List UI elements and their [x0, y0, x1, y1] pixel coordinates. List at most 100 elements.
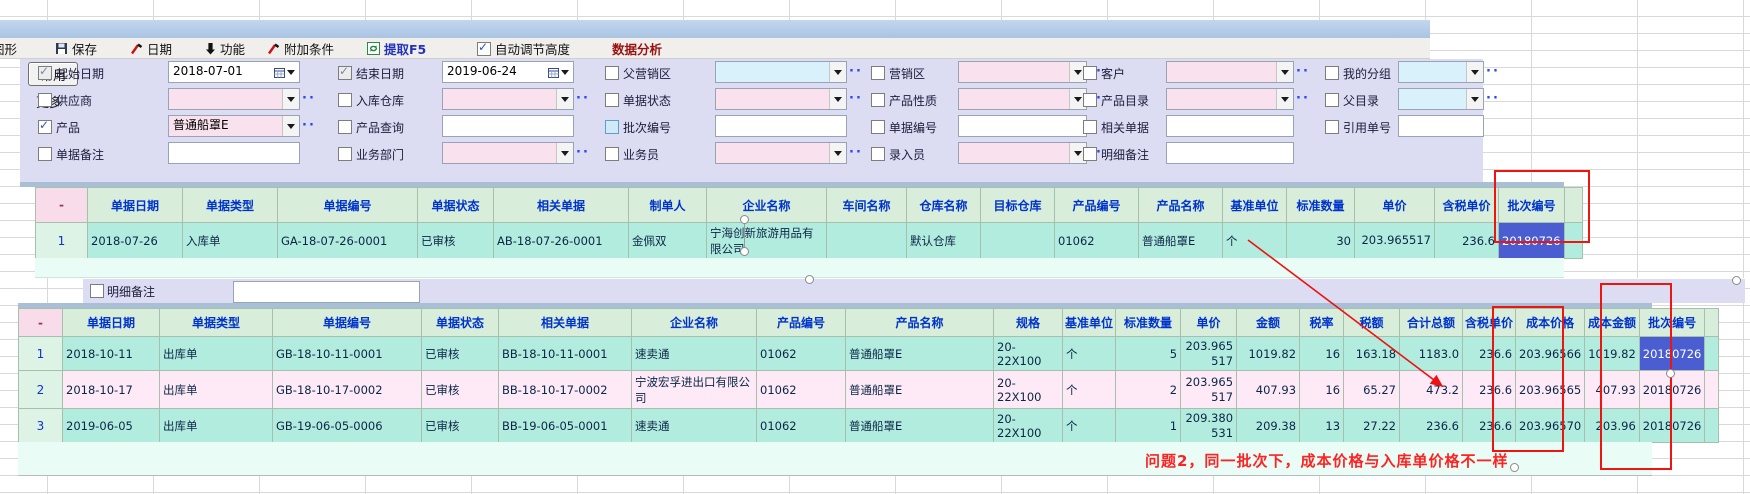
- table-cell[interactable]: 01062: [756, 370, 846, 409]
- table-cell[interactable]: 407.93: [1236, 370, 1301, 409]
- browse-dots-button[interactable]: ··: [576, 91, 590, 106]
- table-cell[interactable]: 209.38: [1236, 408, 1301, 443]
- table-cell[interactable]: 1019.82: [1584, 336, 1640, 371]
- text-input-field[interactable]: [1166, 115, 1294, 137]
- table-cell[interactable]: 2018-10-11: [62, 336, 160, 371]
- table-cell[interactable]: 20180726: [1638, 408, 1706, 443]
- dropdown-arrow-button[interactable]: [829, 143, 846, 163]
- table-cell[interactable]: 16: [1299, 370, 1345, 409]
- table-cell[interactable]: 出库单: [159, 408, 273, 443]
- filter-checkbox[interactable]: [38, 147, 52, 161]
- filter-checkbox[interactable]: [871, 120, 885, 134]
- date-picker-field[interactable]: 2019-06-24: [442, 61, 574, 83]
- text-input-field[interactable]: [1398, 115, 1484, 137]
- calendar-dropdown-button[interactable]: [269, 62, 299, 82]
- table-cell[interactable]: 20-22X100: [993, 336, 1063, 371]
- dropdown-arrow-button[interactable]: [1466, 62, 1483, 82]
- table-cell[interactable]: 20-22X100: [993, 370, 1063, 409]
- table-cell[interactable]: 5: [1115, 336, 1182, 371]
- table-cell[interactable]: 407.93: [1584, 370, 1640, 409]
- table-cell[interactable]: 已审核: [417, 222, 494, 259]
- selection-handle[interactable]: [740, 215, 749, 224]
- filter-checkbox[interactable]: [1083, 147, 1097, 161]
- column-header[interactable]: 成本价格: [1515, 308, 1586, 337]
- dropdown-arrow-button[interactable]: [1069, 62, 1086, 82]
- column-header[interactable]: 单据编号: [272, 308, 422, 337]
- column-header[interactable]: 产品名称: [1138, 187, 1223, 223]
- column-header[interactable]: 批次编号: [1638, 308, 1706, 337]
- table-cell[interactable]: 27.22: [1343, 408, 1401, 443]
- column-header[interactable]: 单据日期: [62, 308, 160, 337]
- table-cell[interactable]: 236.6: [1434, 222, 1499, 259]
- table-cell[interactable]: 普通船罩E: [1138, 222, 1223, 259]
- table-cell[interactable]: 已审核: [421, 408, 499, 443]
- selection-handle[interactable]: [740, 247, 749, 256]
- table-cell[interactable]: GA-18-07-26-0001: [277, 222, 418, 259]
- table-cell[interactable]: 普通船罩E: [845, 408, 994, 443]
- filter-checkbox[interactable]: [1325, 120, 1339, 134]
- filter-checkbox[interactable]: [605, 120, 619, 134]
- dropdown-arrow-button[interactable]: [1069, 89, 1086, 109]
- filter-checkbox[interactable]: [1083, 93, 1097, 107]
- filter-checkbox[interactable]: [1325, 66, 1339, 80]
- browse-dots-button[interactable]: ··: [576, 145, 590, 160]
- browse-dots-button[interactable]: ··: [849, 64, 863, 79]
- table-cell[interactable]: 出库单: [159, 370, 273, 409]
- dropdown-arrow-button[interactable]: [1466, 89, 1483, 109]
- table-cell[interactable]: 个: [1061, 336, 1117, 371]
- table-cell[interactable]: 个: [1222, 222, 1287, 259]
- text-input-field[interactable]: [958, 115, 1087, 137]
- filter-checkbox[interactable]: [38, 118, 52, 134]
- table-cell[interactable]: 1183.0: [1399, 336, 1464, 371]
- column-header[interactable]: 相关单据: [498, 308, 632, 337]
- table-cell[interactable]: GB-19-06-05-0006: [272, 408, 422, 443]
- dropdown-arrow-button[interactable]: [282, 116, 299, 136]
- row-number-cell[interactable]: 1: [18, 336, 63, 371]
- browse-dots-button[interactable]: ··: [849, 91, 863, 106]
- text-input-field[interactable]: [442, 115, 574, 137]
- save-button[interactable]: 保存: [55, 38, 97, 59]
- column-header[interactable]: 合计总额: [1399, 308, 1464, 337]
- table-cell[interactable]: BB-19-06-05-0001: [498, 408, 632, 443]
- table-cell[interactable]: 16: [1299, 336, 1345, 371]
- table-cell[interactable]: 速卖通: [631, 336, 757, 371]
- filter-checkbox[interactable]: [38, 64, 52, 80]
- row-number-cell[interactable]: 1: [35, 222, 88, 259]
- filter-checkbox[interactable]: [1083, 66, 1097, 80]
- table-cell[interactable]: 1: [1115, 408, 1182, 443]
- column-header[interactable]: 含税单价: [1434, 187, 1499, 223]
- function-button[interactable]: 功能: [205, 38, 245, 59]
- table-cell[interactable]: 01062: [756, 408, 846, 443]
- column-header[interactable]: 仓库名称: [906, 187, 981, 223]
- table-cell[interactable]: 203.965517: [1180, 370, 1238, 409]
- column-header[interactable]: 基准单位: [1222, 187, 1287, 223]
- dropdown-field[interactable]: [958, 142, 1087, 164]
- browse-dots-button[interactable]: ··: [1486, 64, 1500, 79]
- column-header[interactable]: [1704, 308, 1720, 337]
- column-header[interactable]: 单据编号: [277, 187, 418, 223]
- table-cell[interactable]: 已审核: [421, 370, 499, 409]
- dropdown-arrow-button[interactable]: [829, 89, 846, 109]
- graph-button[interactable]: 图形: [0, 38, 30, 59]
- table-cell[interactable]: GB-18-10-17-0002: [272, 370, 422, 409]
- table-cell[interactable]: 2: [1115, 370, 1182, 409]
- table-cell[interactable]: 2019-06-05: [62, 408, 160, 443]
- column-header[interactable]: 税率: [1299, 308, 1345, 337]
- dropdown-field[interactable]: [1166, 61, 1294, 83]
- dropdown-arrow-button[interactable]: [1276, 62, 1293, 82]
- table-cell[interactable]: GB-18-10-11-0001: [272, 336, 422, 371]
- dropdown-field[interactable]: [1398, 61, 1484, 83]
- column-header[interactable]: 批次编号: [1498, 187, 1565, 223]
- column-header[interactable]: 单据日期: [87, 187, 183, 223]
- table-cell[interactable]: 236.6: [1462, 370, 1517, 409]
- table-cell[interactable]: 宁波宏孚进出口有限公司: [631, 370, 757, 409]
- table-cell[interactable]: 203.965517: [1180, 336, 1238, 371]
- column-header[interactable]: 企业名称: [706, 187, 827, 223]
- dropdown-field[interactable]: [1398, 88, 1484, 110]
- filter-checkbox[interactable]: [605, 147, 619, 161]
- text-input-field[interactable]: [168, 142, 300, 164]
- selection-handle[interactable]: [1732, 276, 1741, 285]
- table-cell[interactable]: 宁海创新旅游用品有限公司: [706, 222, 827, 259]
- filter-checkbox[interactable]: [338, 120, 352, 134]
- date-button[interactable]: 日期: [130, 38, 172, 59]
